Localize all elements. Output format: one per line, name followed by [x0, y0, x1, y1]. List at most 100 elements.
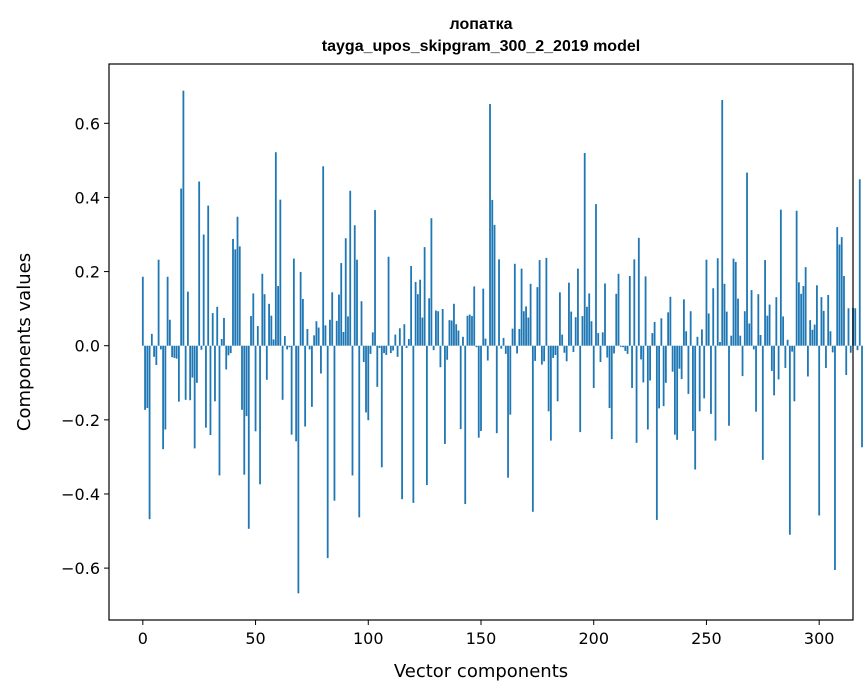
bar-199: [590, 321, 593, 346]
x-tick-label: 250: [691, 629, 722, 648]
bar-11: [166, 276, 169, 346]
bar-217: [631, 345, 633, 388]
bar-283: [779, 209, 782, 346]
bar-26: [200, 345, 203, 350]
bar-91: [347, 316, 349, 346]
bar-304: [827, 294, 830, 346]
bar-312: [845, 345, 848, 375]
bar-131: [437, 311, 440, 346]
x-tick-label: 100: [353, 629, 384, 648]
bar-296: [809, 320, 812, 346]
bar-308: [836, 227, 839, 346]
bar-79: [320, 345, 322, 374]
bar-158: [498, 259, 500, 346]
bar-285: [784, 345, 787, 368]
bar-277: [766, 315, 769, 346]
bar-29: [207, 205, 210, 346]
bar-189: [568, 282, 570, 346]
bar-225: [649, 345, 651, 381]
bar-81: [324, 325, 327, 346]
bar-152: [484, 338, 487, 346]
bar-218: [633, 259, 636, 346]
bar-291: [797, 282, 800, 346]
bar-264: [737, 298, 739, 346]
bar-50: [254, 345, 257, 432]
bar-69: [297, 345, 300, 594]
bar-157: [495, 345, 498, 434]
bar-201: [595, 204, 597, 346]
bar-243: [689, 311, 692, 346]
bar-142: [462, 336, 464, 346]
bar-97: [360, 301, 363, 346]
bar-177: [540, 345, 543, 365]
y-tick-label: −0.4: [61, 485, 100, 504]
bar-3: [148, 345, 151, 520]
bar-89: [342, 331, 345, 346]
y-tick-label: 0.0: [75, 337, 100, 356]
bar-137: [450, 320, 453, 346]
bar-25: [198, 181, 201, 346]
bar-82: [326, 345, 329, 559]
bar-240: [683, 299, 685, 346]
bar-106: [380, 345, 383, 468]
bar-85: [333, 345, 336, 501]
bar-295: [807, 345, 809, 377]
bar-290: [795, 210, 798, 346]
bar-135: [446, 345, 449, 360]
bar-254: [714, 345, 717, 441]
bar-241: [685, 331, 688, 346]
bar-55: [265, 345, 268, 380]
x-tick-label: 50: [245, 629, 265, 648]
bar-107: [383, 345, 385, 354]
bar-242: [687, 345, 690, 394]
bar-221: [640, 345, 642, 360]
y-tick-label: 0.6: [75, 114, 100, 133]
bar-226: [651, 333, 654, 346]
bar-83: [329, 319, 331, 346]
bar-74: [308, 345, 311, 350]
bar-15: [175, 345, 178, 359]
bar-234: [669, 296, 672, 346]
bar-59: [274, 152, 277, 346]
bar-24: [196, 345, 198, 383]
x-tick-label: 0: [138, 629, 148, 648]
bar-257: [721, 99, 724, 346]
bar-253: [712, 288, 715, 346]
bar-70: [299, 271, 302, 346]
bar-33: [216, 306, 219, 346]
bar-281: [775, 297, 778, 346]
bar-193: [577, 268, 579, 346]
bar-86: [335, 320, 338, 346]
bar-166: [516, 345, 518, 354]
bar-87: [338, 294, 340, 346]
bar-289: [793, 345, 796, 402]
bar-49: [252, 293, 255, 346]
bar-71: [301, 299, 304, 346]
bar-311: [843, 276, 845, 346]
bar-160: [502, 337, 505, 346]
bar-258: [723, 283, 726, 346]
bar-206: [606, 345, 609, 358]
bar-147: [473, 286, 476, 346]
bar-185: [559, 292, 561, 346]
bar-99: [365, 345, 367, 413]
bar-103: [374, 210, 376, 346]
bar-96: [358, 345, 361, 518]
bar-93: [351, 345, 354, 476]
bar-121: [414, 281, 417, 346]
bar-233: [667, 312, 670, 346]
bar-14: [173, 345, 176, 358]
bar-190: [570, 311, 573, 346]
bar-268: [746, 172, 748, 346]
bar-0: [141, 276, 144, 346]
bar-235: [671, 345, 674, 372]
bar-198: [588, 293, 591, 346]
bar-286: [786, 339, 789, 346]
bar-117: [405, 345, 408, 348]
bar-63: [283, 336, 286, 346]
bar-293: [802, 286, 805, 346]
bar-35: [220, 339, 223, 346]
bar-211: [617, 273, 620, 346]
bar-236: [673, 345, 676, 435]
bar-46: [245, 345, 248, 417]
